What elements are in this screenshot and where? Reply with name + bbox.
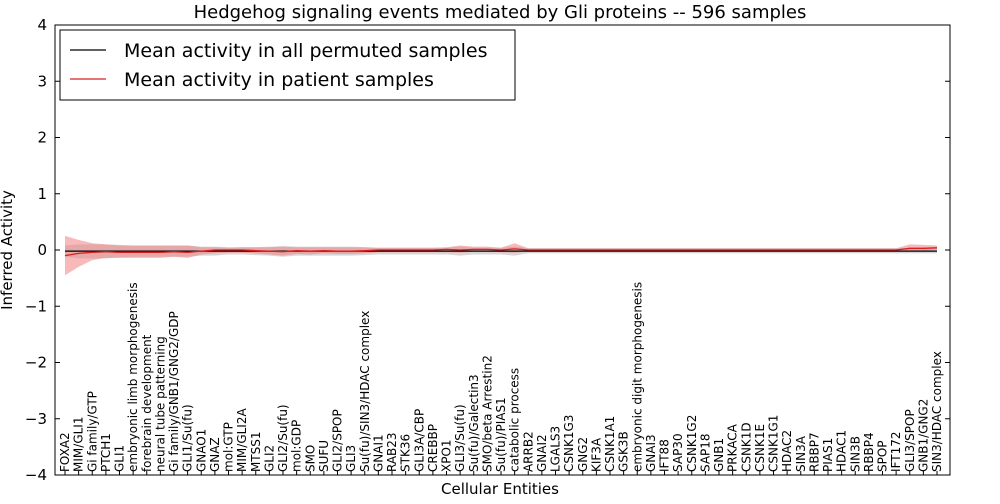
- x-tick-label-5: embryonic limb morphogenesis: [126, 282, 140, 472]
- x-tick-label-24: RAB23: [385, 432, 399, 472]
- x-tick-label-38: GNG2: [576, 437, 590, 472]
- x-tick-label-11: GNAZ: [208, 437, 222, 472]
- x-tick-label-30: Su(fu)/Galectin3: [467, 374, 481, 472]
- x-tick-label-45: SAP30: [671, 433, 685, 472]
- x-tick-label-2: Gi family/GTP: [85, 391, 99, 472]
- x-tick-label-58: SIN3B: [848, 436, 862, 472]
- x-tick-label-8: Gi family/GNB1/GNG2/GDP: [167, 311, 181, 472]
- x-tick-label-54: SIN3A: [794, 435, 808, 472]
- x-tick-label-56: PIAS1: [821, 438, 835, 472]
- x-tick-labels: FOXA2 MIM/GLI1 Gi family/GTP PTCH1 GLI1 embry…: [58, 282, 944, 472]
- x-tick-label-23: GNAI1: [371, 434, 385, 472]
- x-tick-label-59: RBBP4: [862, 432, 876, 472]
- x-tick-label-16: GLI2/Su(fu): [276, 404, 290, 472]
- x-tick-label-7: neural tube patterning: [153, 336, 167, 472]
- chart-title: Hedgehog signaling events mediated by Gl…: [194, 2, 807, 23]
- x-tick-label-19: SUFU: [317, 440, 331, 472]
- x-tick-label-53: HDAC2: [780, 430, 794, 472]
- x-tick-label-21: GLI3: [344, 445, 358, 472]
- x-tick-label-43: GNAI3: [644, 434, 658, 472]
- x-tick-label-49: PRKACA: [726, 423, 740, 472]
- x-tick-label-32: Su(fu)/PIAS1: [494, 397, 508, 472]
- x-tick-label-52: CSNK1G1: [767, 415, 781, 472]
- series-lines: [64, 247, 938, 257]
- x-tick-label-36: LGALS3: [549, 426, 563, 472]
- x-tick-label-42: embryonic digit morphogenesis: [630, 282, 644, 472]
- x-tick-label-25: STK36: [399, 434, 413, 472]
- x-tick-label-31: SMO/beta Arrestin2: [480, 355, 494, 472]
- x-tick-label-22: Su(fu)/SIN3/HDAC complex: [358, 311, 372, 472]
- x-tick-label-14: MTSS1: [249, 431, 263, 472]
- legend-box: [59, 29, 516, 101]
- legend-label-permuted: Mean activity in all permuted samples: [124, 40, 487, 62]
- x-tick-label-15: GLI2: [262, 445, 276, 472]
- y-tick-label-8: 4: [37, 16, 47, 34]
- x-tick-label-0: FOXA2: [58, 432, 72, 472]
- x-tick-label-1: MIM/GLI1: [72, 417, 86, 472]
- x-tick-label-57: HDAC1: [835, 430, 849, 472]
- x-tick-label-34: ARRB2: [521, 431, 535, 472]
- x-tick-label-48: GNB1: [712, 438, 726, 472]
- x-tick-label-10: GNAO1: [194, 429, 208, 472]
- legend: Mean activity in all permuted samples Me…: [59, 29, 516, 101]
- x-tick-label-44: IFT88: [658, 439, 672, 472]
- x-tick-label-27: CREBBP: [426, 424, 440, 472]
- y-tick-label-1: −3: [25, 410, 47, 428]
- x-tick-label-40: CSNK1A1: [603, 416, 617, 472]
- x-tick-label-50: CSNK1D: [739, 422, 753, 472]
- x-tick-label-47: SAP18: [698, 433, 712, 472]
- y-tick-label-7: 3: [37, 72, 47, 90]
- x-tick-label-12: mol:GTP: [222, 422, 236, 472]
- x-axis-label: Cellular Entities: [441, 480, 559, 498]
- x-tick-label-9: GLI1/Su(fu): [181, 404, 195, 472]
- x-tick-label-6: forebrain development: [140, 334, 154, 472]
- x-tick-label-55: RBBP7: [807, 432, 821, 472]
- x-tick-label-26: GLI3A/CBP: [412, 409, 426, 472]
- y-tick-label-0: −4: [25, 466, 47, 484]
- x-tick-label-28: XPO1: [440, 439, 454, 472]
- x-tick-label-33: catabolic process: [508, 368, 522, 472]
- y-tick-label-5: 1: [37, 185, 47, 203]
- y-tick-label-6: 2: [37, 129, 47, 147]
- x-tick-label-41: GSK3B: [617, 431, 631, 472]
- x-tick-label-35: GNAI2: [535, 434, 549, 472]
- line-series-1: [64, 247, 938, 257]
- x-tick-label-60: SPOP: [876, 440, 890, 472]
- plot-frame: [54, 24, 951, 476]
- x-tick-label-18: SMO: [303, 445, 317, 472]
- x-tick-label-29: GLI3/Su(fu): [453, 404, 467, 472]
- x-tick-label-63: GNB1/GNG2: [916, 399, 930, 472]
- x-tick-label-17: mol:GDP: [290, 420, 304, 472]
- x-tick-label-64: SIN3/HDAC complex: [930, 351, 944, 472]
- x-tick-label-3: PTCH1: [99, 433, 113, 472]
- x-tick-label-20: GLI2/SPOP: [331, 409, 345, 472]
- axis-ticks: −4 −3 −2 −1 0 1 2 3 4: [25, 16, 950, 484]
- x-tick-label-51: CSNK1E: [753, 424, 767, 472]
- x-tick-label-4: GLI1: [113, 445, 127, 472]
- legend-label-patient: Mean activity in patient samples: [124, 69, 434, 91]
- x-tick-label-13: MIM/GLI2A: [235, 408, 249, 472]
- y-tick-label-4: 0: [37, 241, 47, 259]
- x-tick-label-61: IFT172: [889, 432, 903, 472]
- x-tick-label-46: CSNK1G2: [685, 415, 699, 472]
- x-tick-label-62: GLI3/SPOP: [903, 409, 917, 472]
- y-tick-label-3: −1: [25, 297, 47, 315]
- y-tick-label-2: −2: [25, 354, 47, 372]
- x-tick-label-37: CSNK1G3: [562, 415, 576, 472]
- y-axis-label: Inferred Activity: [0, 190, 16, 310]
- x-tick-label-39: KIF3A: [589, 437, 603, 472]
